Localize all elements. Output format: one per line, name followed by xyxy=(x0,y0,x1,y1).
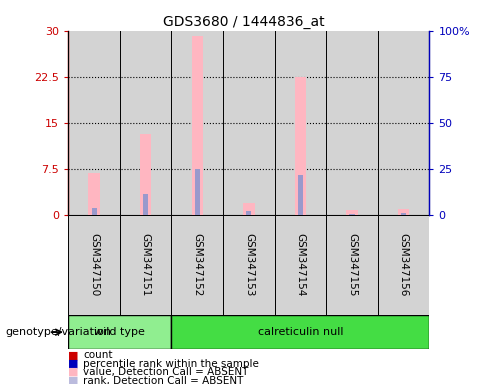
Text: GSM347153: GSM347153 xyxy=(244,233,254,297)
Bar xyxy=(88,173,100,215)
Text: wild type: wild type xyxy=(95,327,145,337)
Bar xyxy=(398,209,409,215)
Bar xyxy=(246,211,251,215)
Bar xyxy=(68,315,171,349)
Bar xyxy=(326,31,378,215)
Bar xyxy=(401,213,406,215)
Bar xyxy=(192,36,203,215)
Bar xyxy=(298,175,303,215)
Bar xyxy=(140,134,151,215)
Text: calreticulin null: calreticulin null xyxy=(258,327,343,337)
Bar xyxy=(349,214,355,215)
Text: GDS3680 / 1444836_at: GDS3680 / 1444836_at xyxy=(163,15,325,29)
Bar xyxy=(143,194,148,215)
Bar xyxy=(295,77,306,215)
Bar xyxy=(68,215,120,315)
Bar xyxy=(346,210,358,215)
Text: ■: ■ xyxy=(68,376,79,384)
Text: GSM347155: GSM347155 xyxy=(347,233,357,297)
Text: ■: ■ xyxy=(68,350,79,360)
Bar xyxy=(120,31,171,215)
Bar xyxy=(171,31,223,215)
Bar xyxy=(378,31,429,215)
Bar xyxy=(171,315,429,349)
Text: rank, Detection Call = ABSENT: rank, Detection Call = ABSENT xyxy=(83,376,244,384)
Bar xyxy=(275,215,326,315)
Text: genotype/variation: genotype/variation xyxy=(5,327,111,337)
Text: value, Detection Call = ABSENT: value, Detection Call = ABSENT xyxy=(83,367,248,377)
Text: GSM347152: GSM347152 xyxy=(192,233,203,297)
Bar xyxy=(275,31,326,215)
Text: ■: ■ xyxy=(68,359,79,369)
Bar xyxy=(223,215,275,315)
Bar xyxy=(243,203,255,215)
Text: GSM347156: GSM347156 xyxy=(399,233,408,297)
Text: count: count xyxy=(83,350,112,360)
Bar xyxy=(326,215,378,315)
Text: GSM347150: GSM347150 xyxy=(89,233,99,296)
Bar xyxy=(378,215,429,315)
Text: ■: ■ xyxy=(68,367,79,377)
Bar xyxy=(92,208,97,215)
Text: GSM347154: GSM347154 xyxy=(295,233,305,297)
Text: percentile rank within the sample: percentile rank within the sample xyxy=(83,359,259,369)
Text: GSM347151: GSM347151 xyxy=(141,233,151,297)
Bar xyxy=(195,169,200,215)
Bar xyxy=(223,31,275,215)
Bar xyxy=(68,31,120,215)
Bar xyxy=(171,215,223,315)
Bar xyxy=(120,215,171,315)
